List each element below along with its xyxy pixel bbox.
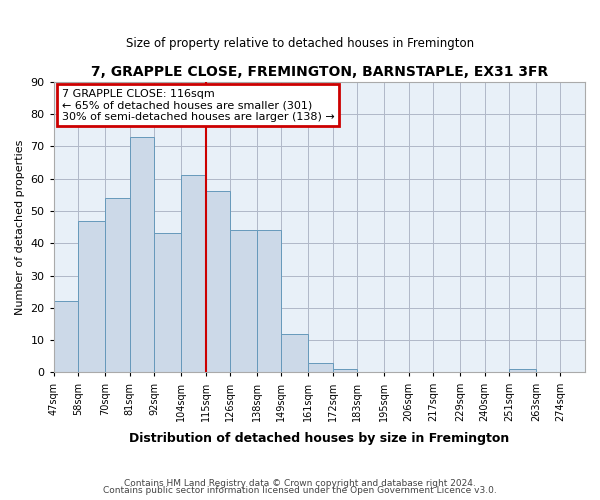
Bar: [308, 363, 333, 372]
Bar: [54, 302, 78, 372]
Bar: [333, 370, 358, 372]
Bar: [206, 192, 230, 372]
Y-axis label: Number of detached properties: Number of detached properties: [15, 140, 25, 314]
X-axis label: Distribution of detached houses by size in Fremington: Distribution of detached houses by size …: [129, 432, 509, 445]
Bar: [281, 334, 308, 372]
Bar: [230, 230, 257, 372]
Text: Size of property relative to detached houses in Fremington: Size of property relative to detached ho…: [126, 38, 474, 51]
Bar: [105, 198, 130, 372]
Text: Contains HM Land Registry data © Crown copyright and database right 2024.: Contains HM Land Registry data © Crown c…: [124, 478, 476, 488]
Text: Contains public sector information licensed under the Open Government Licence v3: Contains public sector information licen…: [103, 486, 497, 495]
Bar: [78, 220, 105, 372]
Bar: [181, 176, 206, 372]
Bar: [509, 370, 536, 372]
Bar: [257, 230, 281, 372]
Title: 7, GRAPPLE CLOSE, FREMINGTON, BARNSTAPLE, EX31 3FR: 7, GRAPPLE CLOSE, FREMINGTON, BARNSTAPLE…: [91, 65, 548, 79]
Text: 7 GRAPPLE CLOSE: 116sqm
← 65% of detached houses are smaller (301)
30% of semi-d: 7 GRAPPLE CLOSE: 116sqm ← 65% of detache…: [62, 89, 334, 122]
Bar: [130, 136, 154, 372]
Bar: [154, 234, 181, 372]
